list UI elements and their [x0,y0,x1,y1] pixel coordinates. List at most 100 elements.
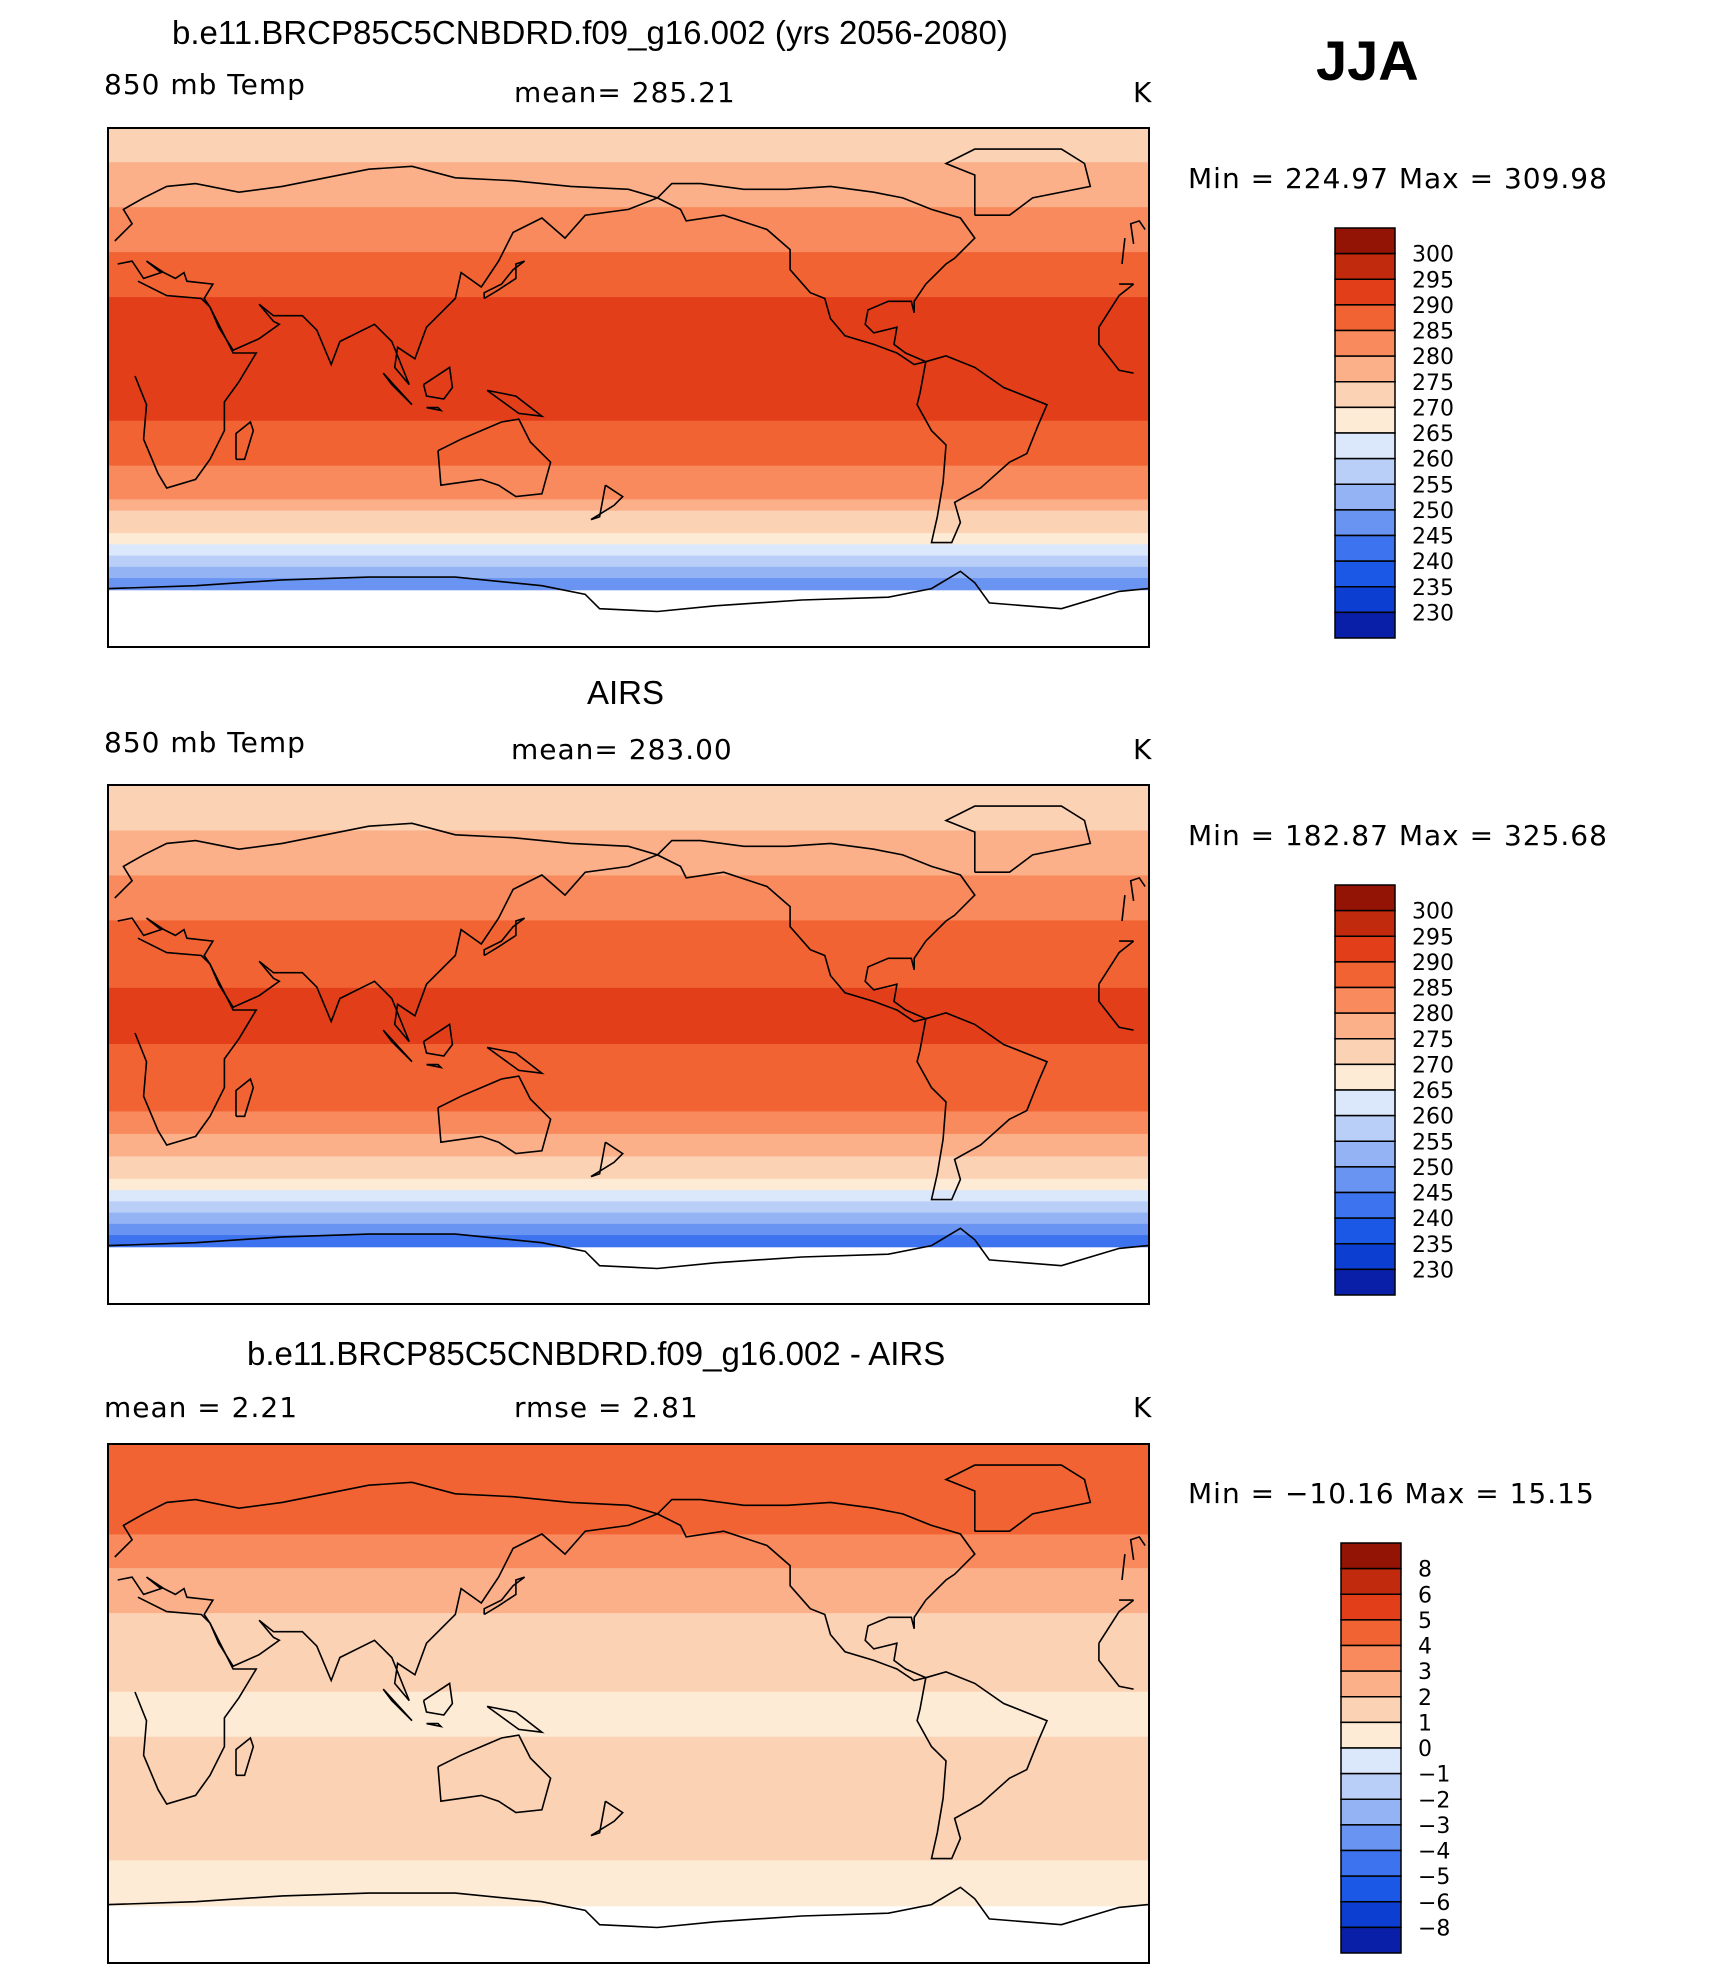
colorbar-box [1340,1593,1402,1621]
temperature-band [109,1534,1148,1547]
temperature-band [109,521,1148,535]
colorbar-box [1334,586,1396,614]
temperature-band [109,1759,1148,1772]
coastline [422,1682,454,1716]
coastline [426,1063,444,1069]
coastline [109,1227,1148,1270]
temperature-band [109,285,1148,299]
coastline [437,1075,552,1155]
colorbar-tick-label: −6 [1418,1891,1450,1916]
temperature-band [109,1133,1148,1147]
colorbar-tick-label: 5 [1418,1609,1432,1634]
colorbar-tick-label: 240 [1412,550,1454,575]
colorbar-tick-label: 295 [1412,925,1454,950]
temperature-band [109,1568,1148,1581]
colorbar-box [1334,1191,1396,1219]
temperature-band [109,443,1148,456]
coastline [1129,876,1146,902]
temperature-band [109,1894,1148,1907]
colorbar-box [1334,909,1396,937]
temperature-band [109,897,1148,911]
panel-2-map [107,784,1150,1305]
coastline [916,355,1049,544]
temperature-band [109,1122,1148,1135]
panel-2-variable-label: 850 mb Temp [104,726,306,759]
colorbar-tick-label: 300 [1412,243,1454,268]
temperature-band [109,398,1148,411]
colorbar-box [1334,278,1396,306]
temperature-band [109,510,1148,523]
panel-2-colorbar-svg: 3002952902852802752702652602552502452402… [1334,884,1454,1296]
temperature-band [109,1511,1148,1525]
temperature-band [109,555,1148,568]
coastline [134,937,1135,1146]
temperature-band [109,1021,1148,1034]
temperature-band [109,1770,1148,1783]
temperature-band [109,297,1148,310]
colorbar-box [1340,1644,1402,1672]
temperature-band [109,1613,1148,1626]
temperature-band [109,1055,1148,1068]
coastline [656,1498,976,1682]
colorbar-tick-label: 260 [1412,1105,1454,1130]
coastline [1129,219,1146,245]
temperature-band [109,420,1148,433]
temperature-band [109,476,1148,490]
colorbar-tick-label: 270 [1412,396,1454,421]
temperature-band [109,931,1148,944]
temperature-band [109,465,1148,478]
temperature-band [109,786,1148,798]
colorbar-tick-label: −3 [1418,1814,1450,1839]
coastline [422,1023,454,1057]
temperature-band [109,1500,1148,1513]
coastline [422,366,454,400]
temperature-band [109,1478,1148,1491]
coastline [426,406,444,412]
temperature-band [109,1556,1148,1570]
colorbar-tick-label: 260 [1412,448,1454,473]
temperature-band [109,999,1148,1012]
colorbar-tick-label: 230 [1412,1258,1454,1283]
panel-1-variable-label: 850 mb Temp [104,68,306,101]
colorbar-tick-label: 270 [1412,1053,1454,1078]
colorbar-box [1340,1772,1402,1800]
colorbar-tick-label: 0 [1418,1737,1432,1762]
colorbar-tick-label: 6 [1418,1583,1432,1608]
panel-3-colorbar: 8 6 5 4 3 2 1 0 −1 −2 −3 −4 −5 −6 −8 [1340,1542,1500,1958]
temperature-band [109,488,1148,501]
temperature-band [109,1077,1148,1090]
temperature-band [109,1646,1148,1660]
coastline [483,260,526,300]
colorbar-box [1334,509,1396,537]
temperature-band [109,1624,1148,1637]
temperature-band [109,954,1148,967]
temperature-band [109,1032,1148,1045]
temperature-band [109,1190,1148,1203]
temperature-band [109,1455,1148,1468]
colorbar-box [1340,1619,1402,1647]
colorbar-box [1334,252,1396,280]
temperature-band [109,920,1148,933]
temperature-band [109,1145,1148,1158]
temperature-band [109,1590,1148,1603]
colorbar-tick-label: 255 [1412,473,1454,498]
colorbar-tick-label: 265 [1412,422,1454,447]
temperature-band [109,218,1148,231]
temperature-band [109,252,1148,265]
colorbar-box [1334,329,1396,357]
coastline [483,917,526,957]
temperature-band [109,1691,1148,1704]
temperature-band [109,1669,1148,1682]
temperature-band [109,864,1148,877]
colorbar-box [1340,1567,1402,1595]
coastline [590,1141,624,1178]
colorbar-tick-label: 250 [1412,499,1454,524]
season-label: JJA [1316,29,1419,92]
panel-3-mean-label: mean = 2.21 [104,1391,299,1424]
colorbar-box [1334,935,1396,963]
colorbar-tick-label: 250 [1412,1156,1454,1181]
temperature-band [109,195,1148,209]
temperature-band [109,533,1148,546]
temperature-band [109,1466,1148,1480]
temperature-band [109,1178,1148,1192]
